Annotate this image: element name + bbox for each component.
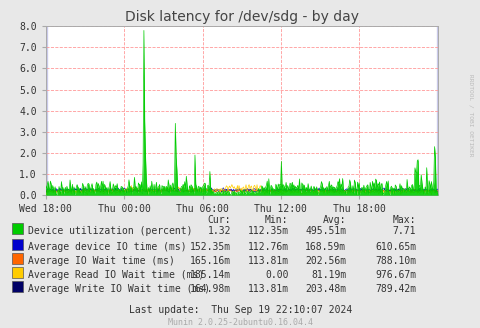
Text: Average Read IO Wait time (ms): Average Read IO Wait time (ms) — [28, 270, 204, 280]
Text: 113.81m: 113.81m — [247, 284, 288, 294]
Text: Average IO Wait time (ms): Average IO Wait time (ms) — [28, 256, 174, 266]
Text: Device utilization (percent): Device utilization (percent) — [28, 226, 192, 236]
Text: Max:: Max: — [392, 215, 415, 225]
Text: 976.67m: 976.67m — [374, 270, 415, 280]
Text: 610.65m: 610.65m — [374, 242, 415, 252]
Text: 788.10m: 788.10m — [374, 256, 415, 266]
Text: 112.76m: 112.76m — [247, 242, 288, 252]
Text: 164.98m: 164.98m — [190, 284, 230, 294]
Text: 81.19m: 81.19m — [311, 270, 346, 280]
Text: Avg:: Avg: — [322, 215, 346, 225]
Text: 0.00: 0.00 — [264, 270, 288, 280]
Text: 202.56m: 202.56m — [305, 256, 346, 266]
Text: RRDTOOL / TOBI OETIKER: RRDTOOL / TOBI OETIKER — [468, 73, 473, 156]
Text: 1.32: 1.32 — [207, 226, 230, 236]
Text: 203.48m: 203.48m — [305, 284, 346, 294]
Text: Last update:  Thu Sep 19 22:10:07 2024: Last update: Thu Sep 19 22:10:07 2024 — [129, 305, 351, 315]
Text: 789.42m: 789.42m — [374, 284, 415, 294]
Bar — [436, 26, 437, 195]
Text: Min:: Min: — [264, 215, 288, 225]
Text: 168.59m: 168.59m — [305, 242, 346, 252]
Text: Munin 2.0.25-2ubuntu0.16.04.4: Munin 2.0.25-2ubuntu0.16.04.4 — [168, 318, 312, 327]
Bar — [46, 26, 47, 195]
Text: 152.35m: 152.35m — [190, 242, 230, 252]
Text: 185.14m: 185.14m — [190, 270, 230, 280]
Text: 113.81m: 113.81m — [247, 256, 288, 266]
Text: 112.35m: 112.35m — [247, 226, 288, 236]
Text: Average Write IO Wait time (ms): Average Write IO Wait time (ms) — [28, 284, 210, 294]
Text: Average device IO time (ms): Average device IO time (ms) — [28, 242, 186, 252]
Title: Disk latency for /dev/sdg - by day: Disk latency for /dev/sdg - by day — [124, 10, 358, 24]
Text: Cur:: Cur: — [207, 215, 230, 225]
Text: 165.16m: 165.16m — [190, 256, 230, 266]
Text: 7.71: 7.71 — [392, 226, 415, 236]
Text: 495.51m: 495.51m — [305, 226, 346, 236]
